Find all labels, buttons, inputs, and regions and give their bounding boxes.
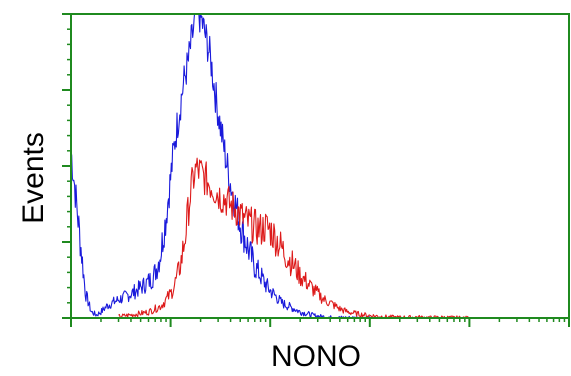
axis-ticks [62, 13, 570, 327]
series-1-trace [71, 14, 371, 318]
plot-border [70, 13, 570, 319]
x-axis-label: NONO [271, 340, 361, 373]
plot-frame [70, 13, 570, 319]
plot-area [71, 14, 470, 318]
series-2-trace [118, 157, 470, 318]
y-axis-label: Events [17, 132, 50, 224]
